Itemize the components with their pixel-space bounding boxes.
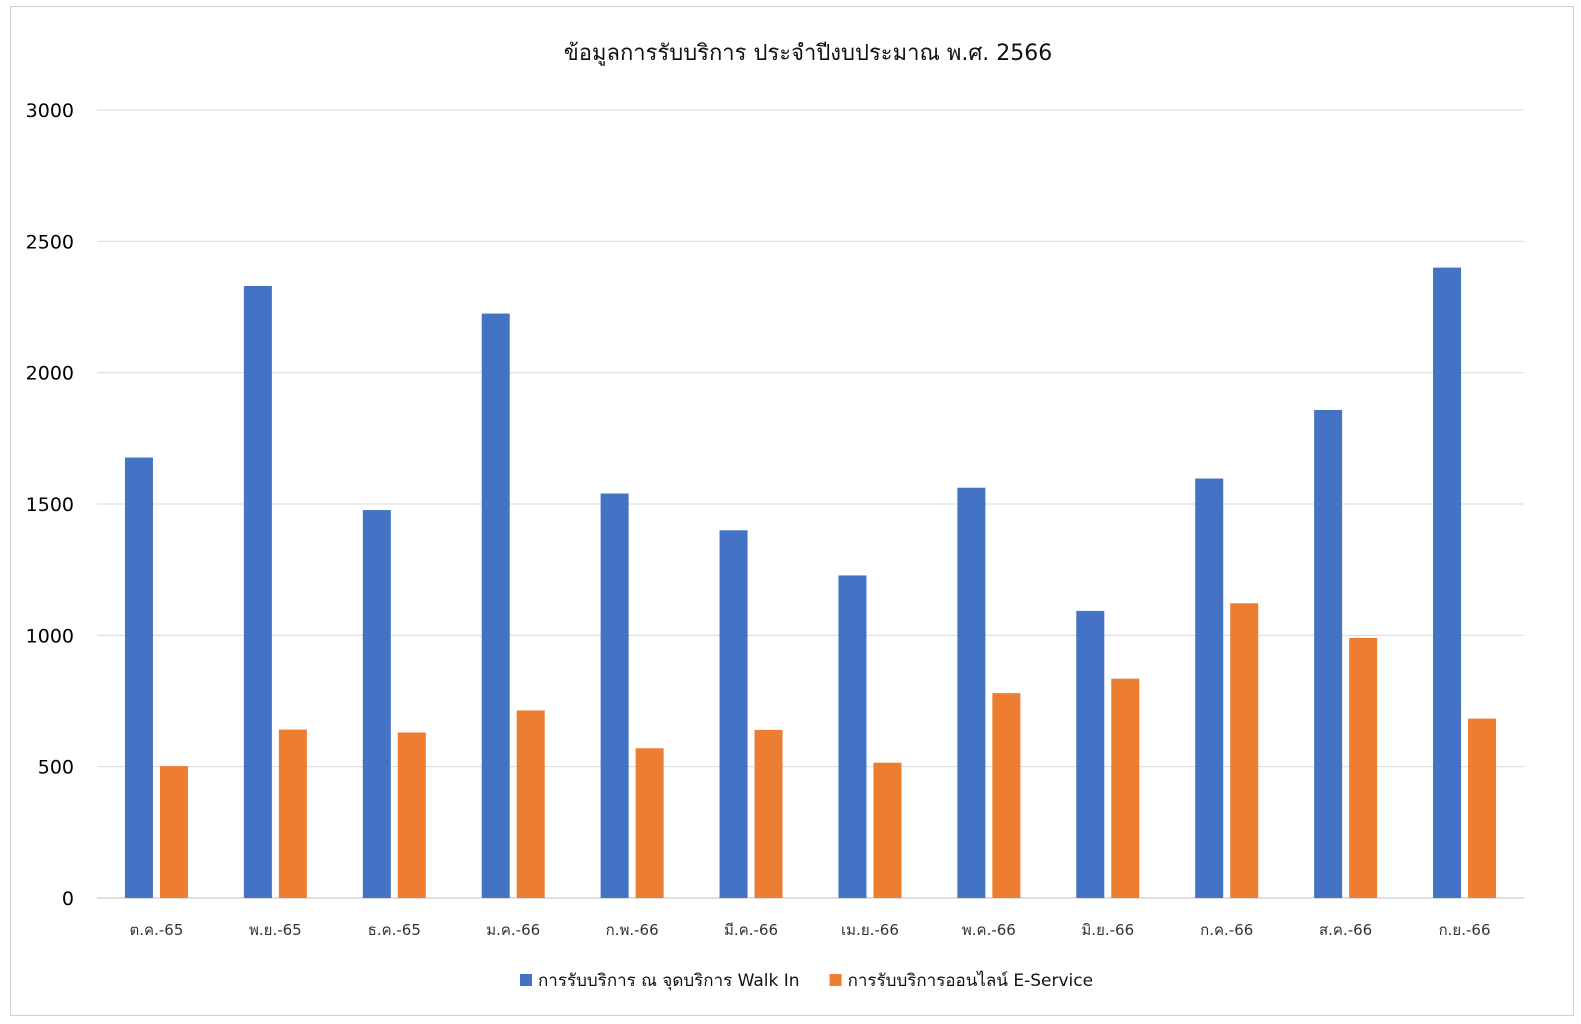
x-tick-label: ก.ย.-66 bbox=[1439, 921, 1491, 939]
bar-e-service bbox=[516, 710, 545, 898]
bar-e-service bbox=[397, 732, 426, 898]
gridlines bbox=[97, 109, 1524, 899]
y-tick-label: 2000 bbox=[26, 363, 74, 385]
bar-walk-in bbox=[243, 285, 272, 898]
y-tick-label: 500 bbox=[38, 757, 74, 779]
x-tick-label: พ.ค.-66 bbox=[962, 921, 1016, 939]
x-tick-label: ต.ค.-65 bbox=[130, 921, 184, 939]
bar-walk-in bbox=[1076, 610, 1105, 898]
bar-e-service bbox=[635, 748, 664, 898]
bar-e-service bbox=[1349, 637, 1378, 898]
bar-walk-in bbox=[838, 575, 867, 898]
bar-e-service bbox=[278, 729, 307, 898]
y-tick-label: 2500 bbox=[26, 231, 74, 253]
bar-walk-in bbox=[957, 487, 986, 898]
legend-swatch bbox=[829, 974, 842, 986]
legend: การรับบริการ ณ จุดบริการ Walk In การรับบร… bbox=[520, 970, 1093, 991]
bar-e-service bbox=[873, 762, 902, 898]
chart-title: ข้อมูลการรับบริการ ประจำปีงบประมาณ พ.ศ. … bbox=[564, 41, 1053, 66]
legend-label: การรับบริการ ณ จุดบริการ Walk In bbox=[538, 971, 800, 991]
y-tick-label: 1500 bbox=[26, 494, 74, 516]
bar-walk-in bbox=[362, 510, 391, 898]
bar-e-service bbox=[992, 693, 1021, 898]
x-tick-label: ม.ค.-66 bbox=[486, 921, 540, 939]
x-tick-label: พ.ย.-65 bbox=[249, 921, 302, 939]
bar-e-service bbox=[1468, 718, 1497, 898]
bar-walk-in bbox=[1314, 409, 1343, 898]
bar-walk-in bbox=[1433, 267, 1462, 899]
bar-e-service bbox=[1230, 603, 1259, 898]
x-tick-label: ธ.ค.-65 bbox=[368, 921, 421, 939]
bar-walk-in bbox=[124, 457, 153, 898]
x-tick-label: ก.ค.-66 bbox=[1200, 921, 1253, 939]
bar-walk-in bbox=[1195, 478, 1224, 898]
y-axis-ticks: 0 500 1000 1500 2000 2500 3000 bbox=[26, 100, 74, 910]
x-tick-label: มี.ค.-66 bbox=[724, 921, 778, 939]
legend-swatch bbox=[520, 974, 532, 986]
bar-walk-in bbox=[481, 313, 510, 899]
bar-e-service bbox=[754, 729, 783, 898]
y-tick-label: 1000 bbox=[26, 625, 74, 647]
x-tick-label: มิ.ย.-66 bbox=[1081, 921, 1134, 939]
bar-walk-in bbox=[719, 530, 748, 898]
x-tick-label: ก.พ.-66 bbox=[606, 921, 659, 939]
y-tick-label: 3000 bbox=[26, 100, 74, 122]
x-tick-label: ส.ค.-66 bbox=[1319, 921, 1372, 939]
bar-e-service bbox=[1111, 678, 1140, 898]
y-tick-label: 0 bbox=[62, 888, 74, 910]
bars bbox=[124, 267, 1497, 899]
legend-label: การรับบริการออนไลน์ E-Service bbox=[848, 970, 1094, 991]
x-tick-label: เม.ย.-66 bbox=[841, 921, 899, 939]
bar-e-service bbox=[159, 766, 188, 898]
bar-walk-in bbox=[600, 493, 629, 898]
x-axis-ticks: ต.ค.-65 พ.ย.-65 ธ.ค.-65 ม.ค.-66 ก.พ.-66 มี.ค.… bbox=[130, 921, 1491, 939]
